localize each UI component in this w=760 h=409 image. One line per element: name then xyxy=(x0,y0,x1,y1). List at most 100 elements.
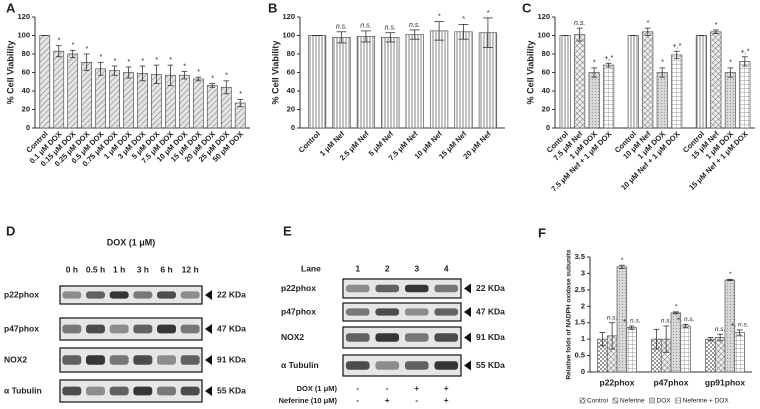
band xyxy=(345,284,370,293)
y-tick-label: 120 xyxy=(17,12,30,21)
bar xyxy=(192,78,204,129)
bar xyxy=(656,72,668,129)
annotation: +,* xyxy=(604,55,613,62)
annotation: n.s. xyxy=(409,22,420,29)
bar xyxy=(137,73,148,129)
annotation: * xyxy=(621,257,624,264)
annotation: * xyxy=(127,59,130,66)
annotation: * xyxy=(729,271,732,278)
lane-label: 4 xyxy=(444,263,449,273)
blot-frame xyxy=(342,302,462,322)
y-tick-label: 0 xyxy=(581,367,585,376)
error-bar xyxy=(653,328,660,350)
y-axis-label: % Cell Viability xyxy=(270,41,280,105)
error-bar xyxy=(458,23,469,40)
band xyxy=(86,291,105,299)
error-bar xyxy=(576,27,583,42)
annotation: * xyxy=(646,20,649,27)
band xyxy=(62,291,82,299)
treatment-sign: + xyxy=(444,396,449,405)
y-tick-label: 2.5 xyxy=(575,285,585,294)
lane-label: 0 h xyxy=(66,264,78,274)
size-arrow xyxy=(205,324,212,334)
error-bar xyxy=(717,333,724,342)
band xyxy=(157,324,176,334)
bar xyxy=(381,36,400,129)
panel-letter: C xyxy=(522,0,532,15)
y-tick-label: 3 xyxy=(581,268,585,277)
bar xyxy=(710,31,722,129)
annotation: n.s. xyxy=(336,24,347,31)
error-bar xyxy=(659,67,666,78)
annotation: * xyxy=(169,57,172,64)
y-tick-label: 60 xyxy=(287,67,295,76)
y-tick-label: 0 xyxy=(291,123,295,132)
protein-label: p47phox xyxy=(4,323,39,333)
bar xyxy=(559,35,571,129)
legend-label: DOX xyxy=(657,398,672,405)
annotation: +, n.s. xyxy=(731,322,749,329)
bar xyxy=(39,35,51,129)
annotation: +, n.s. xyxy=(677,316,695,323)
x-tick-label: p22phox xyxy=(600,377,635,387)
band xyxy=(345,308,370,316)
bar xyxy=(714,337,726,373)
error-bar xyxy=(628,325,635,330)
legend-label: Control xyxy=(587,398,609,405)
size-arrow xyxy=(205,355,212,365)
error-bar xyxy=(181,71,188,80)
annotation: n.s. xyxy=(574,20,585,27)
error-bar xyxy=(153,64,160,84)
annotation: * xyxy=(661,60,664,67)
lane-label: 6 h xyxy=(160,264,172,274)
annotation: * xyxy=(715,22,718,29)
bar xyxy=(429,30,449,129)
panel-letter: B xyxy=(268,0,277,15)
treatment-label: Neferine (10 μM) xyxy=(279,396,338,405)
treatment-sign: - xyxy=(386,384,389,393)
bar xyxy=(724,72,736,129)
band xyxy=(180,355,200,365)
blot-frame xyxy=(59,317,203,341)
y-tick-label: 2 xyxy=(581,301,585,310)
treatment-sign: - xyxy=(356,384,359,393)
x-tick-label: p47phox xyxy=(654,377,689,387)
y-tick-label: 60 xyxy=(22,67,30,76)
size-label: 47 KDa xyxy=(217,323,246,333)
panel-letter: A xyxy=(6,0,16,15)
band xyxy=(180,386,200,396)
annotation: * xyxy=(462,16,465,23)
bar xyxy=(680,325,691,373)
bar xyxy=(53,50,65,129)
y-tick-label: 120 xyxy=(537,12,550,21)
y-tick-label: 40 xyxy=(287,86,295,95)
blot-frame xyxy=(342,354,462,377)
y-axis-label: Relative folds of NADPH oxidase subunits xyxy=(566,249,573,379)
legend-swatch xyxy=(579,397,586,404)
y-tick-label: 40 xyxy=(542,86,550,95)
size-label: 22 KDa xyxy=(217,289,246,299)
treatment-sign: - xyxy=(415,396,418,405)
y-tick-label: 40 xyxy=(22,86,30,95)
band xyxy=(404,284,429,293)
band xyxy=(345,361,370,370)
y-tick-label: 0 xyxy=(546,123,550,132)
lane-label: 2 xyxy=(385,263,390,273)
size-arrow xyxy=(205,386,212,396)
y-tick-label: 0 xyxy=(26,123,30,132)
annotation: * xyxy=(487,10,490,17)
annotation: * xyxy=(113,58,116,65)
protein-label: p22phox xyxy=(4,289,39,299)
annotation: * xyxy=(593,60,596,67)
error-bar xyxy=(644,27,651,36)
lane-label: 1 h xyxy=(113,264,125,274)
size-label: 47 KDa xyxy=(476,306,505,316)
y-axis-label: % Cell Viability xyxy=(5,41,15,105)
bar xyxy=(67,53,79,129)
annotation: +,* xyxy=(740,49,749,56)
band xyxy=(133,291,153,299)
band xyxy=(434,284,459,293)
band xyxy=(375,361,400,370)
annotation: * xyxy=(225,73,228,80)
